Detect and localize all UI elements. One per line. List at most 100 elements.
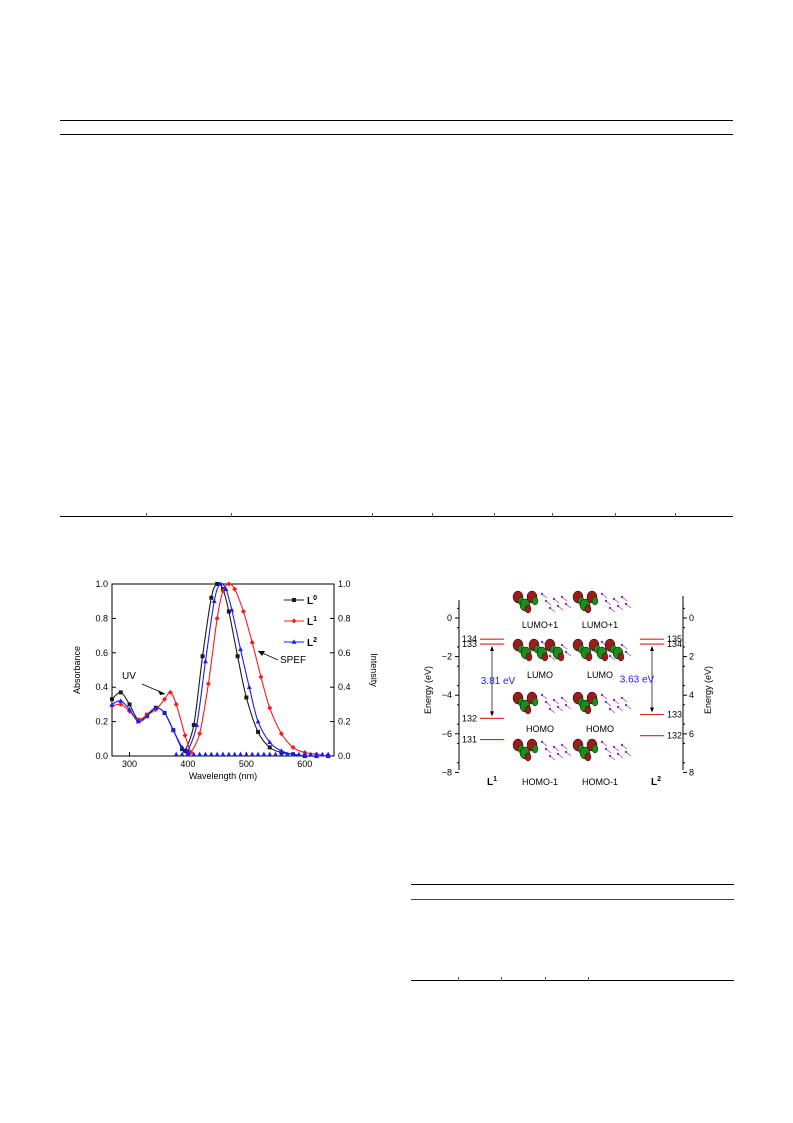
series-L1-uv-point: [118, 701, 124, 707]
series-L0-pl-point: [200, 654, 205, 659]
series-L1-pl-point: [197, 731, 203, 737]
series-L2-uv-point: [109, 701, 115, 707]
series-L2-baseline-point: [197, 751, 203, 757]
series-L1-pl-point: [278, 731, 284, 737]
table-column-tick: [146, 513, 147, 517]
series-L0-pl-point: [235, 654, 240, 659]
y-tick-label: 1.0: [95, 579, 108, 589]
series-L2-baseline-point: [273, 751, 278, 757]
series-L2-pl-point: [246, 684, 252, 689]
series-L2-pl-point: [194, 722, 200, 727]
series-L1-pl-point: [240, 609, 246, 615]
series-L1-pl-point: [205, 681, 211, 687]
series-L1-uv-point: [173, 701, 179, 707]
series-L0-uv-point: [110, 697, 114, 702]
series-L2-baseline-point: [226, 751, 232, 757]
series-L2-baseline-point: [191, 751, 197, 757]
series-L0-pl-point: [209, 595, 214, 600]
y-tick-label: 0.4: [95, 682, 108, 692]
series-L2-baseline-point: [284, 751, 290, 757]
y-axis-label: Absorbance: [72, 646, 82, 694]
series-L2-baseline-point: [279, 751, 284, 757]
series-L1-pl-point: [258, 674, 264, 680]
series-L2-pl-point: [223, 586, 229, 591]
series-L2-baseline-point: [255, 751, 261, 757]
table-column-tick: [372, 513, 373, 517]
orbital-label-right-0: LUMO+1: [582, 620, 618, 630]
series-L2-baseline-point: [296, 751, 302, 757]
left-gap-arrowhead-top: [490, 646, 494, 652]
y2-tick-label: 0.4: [338, 682, 351, 692]
right-level-label: 132: [667, 731, 682, 741]
annotation-spef: SPEF: [280, 655, 306, 666]
y2-tick-label: 1.0: [338, 579, 351, 589]
bottom-table-rule-3: [411, 980, 734, 981]
chart-annotations: UV SPEF: [122, 650, 306, 695]
series-L2-baseline-point: [220, 751, 226, 757]
bottom-table-rule-1: [411, 884, 734, 885]
left-tick-label: −2: [442, 652, 452, 662]
series-L0-uv-point: [118, 690, 123, 695]
series-L2-pl-point: [238, 646, 243, 652]
series-L2-uv-point: [135, 719, 141, 724]
series-L2-baseline-point: [314, 751, 319, 757]
y-tick-label: 0.0: [95, 751, 108, 761]
series-L2-baseline-point: [214, 751, 220, 757]
orbital-picture-left-0: [512, 590, 572, 614]
series-L0-uv-point: [127, 702, 132, 707]
series-L1-uv-point: [167, 689, 173, 695]
y-tick-label: 0.2: [95, 717, 108, 727]
top-table-rule-3: [60, 516, 733, 517]
orbital-picture-left-1: [512, 638, 572, 662]
series-L2-baseline-point: [208, 751, 214, 757]
orbital-label-left-3: HOMO-1: [522, 777, 558, 787]
right-ligand-label: L2: [651, 776, 661, 788]
series-L2-baseline-point: [261, 751, 267, 757]
left-gap-arrowhead-bottom: [490, 711, 494, 717]
x-tick-label: 300: [122, 759, 137, 769]
series-L2-uv-point: [179, 744, 185, 750]
x-axis-label: Wavelength (nm): [189, 771, 257, 781]
right-gap-label: 3.63 eV: [620, 674, 655, 685]
y-tick-label: 0.6: [95, 648, 108, 658]
series-L2-uv-point: [144, 713, 150, 719]
series-L1-pl-point: [232, 586, 238, 592]
right-level-label: 135: [667, 634, 682, 644]
y2-axis-label: Intensity: [369, 653, 379, 687]
energy-axes: 0 0 −2 2 −4 4 −6 6 −8 8 Energy (eV) Energy (eV): [423, 596, 713, 777]
series-L0-pl-point: [267, 745, 272, 750]
series-L2-pl-point: [185, 748, 191, 753]
orbital-images: [512, 590, 632, 762]
table-column-tick: [615, 513, 616, 517]
right-tick-label: 6: [689, 729, 694, 739]
series-L2-pl-point: [229, 607, 235, 612]
top-table-rule-1: [60, 120, 733, 121]
right-tick-label: 2: [689, 652, 694, 662]
annotation-uv: UV: [122, 671, 136, 682]
series-L2-baseline-point: [302, 751, 308, 757]
series-L2-baseline-point: [290, 751, 296, 757]
series-L2-baseline-point: [203, 751, 208, 757]
top-table-rule-2: [60, 134, 733, 135]
table-column-tick: [501, 977, 502, 981]
annotation-uv-arrowhead: [158, 690, 165, 695]
orbital-picture-right-1: [572, 638, 632, 662]
orbital-picture-right-3: [572, 738, 632, 762]
series-L2-pl-point: [203, 658, 208, 664]
series-L2-baseline-point: [185, 751, 191, 757]
left-level-label: 131: [462, 735, 477, 745]
left-tick-label: −4: [442, 690, 452, 700]
series-L2-baseline-point: [249, 751, 255, 757]
series-L1-pl-point: [290, 744, 296, 750]
x-tick-label: 400: [180, 759, 195, 769]
chart-axes: 300 400 500 600 0.0 0.0 0.2 0.2 0.4 0.4 0.6 0.6 0.8 0…: [72, 579, 379, 781]
right-level-label: 134: [667, 639, 682, 649]
series-L2-uv-point: [153, 705, 159, 710]
orbital-label-left-1: LUMO: [527, 670, 553, 680]
y2-tick-label: 0.8: [338, 613, 351, 623]
series-L1-pl-point: [249, 639, 255, 645]
series-L2-baseline-point: [267, 751, 273, 757]
series-L1-uv-point: [182, 732, 188, 738]
annotation-spef-arrowhead: [258, 651, 265, 656]
series-L2-uv-line: [111, 700, 189, 754]
